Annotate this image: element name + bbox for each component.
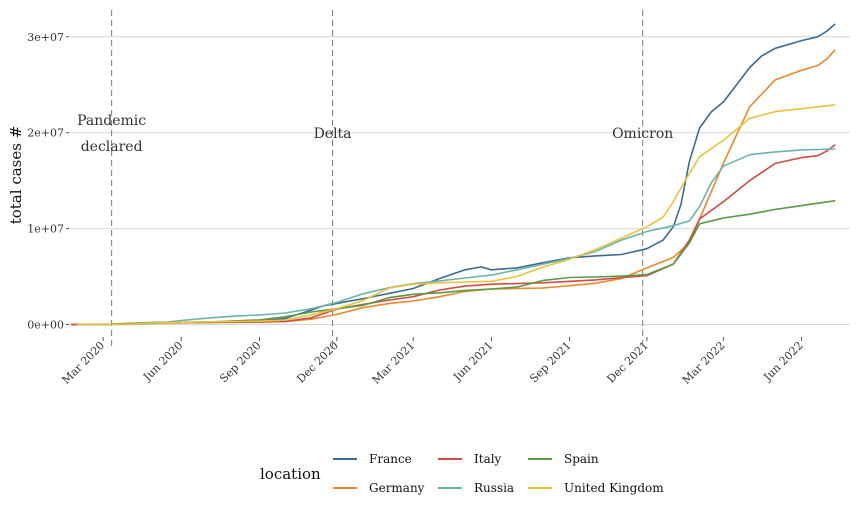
legend-label-spain: Spain — [564, 452, 599, 466]
y-axis-label: total cases # — [7, 126, 25, 225]
y-tick-label-0: 0e+00 — [27, 318, 64, 331]
x-axis-ticks: Mar 2020 Jun 2020 Sep 2020 Dec 2020 Mar 2021… — [59, 337, 806, 387]
event-annotations: Pandemic declared Delta Omicron — [77, 10, 673, 348]
legend-label-italy: Italy — [474, 452, 502, 466]
x-tick-label-3: Dec 2020 — [294, 339, 341, 386]
x-tick-label-1: Jun 2020 — [140, 339, 185, 384]
x-tick-label-2: Sep 2020 — [217, 339, 263, 385]
gridlines — [70, 36, 850, 325]
legend-label-united-kingdom: United Kingdom — [564, 481, 664, 495]
annotation-label-0-0: Pandemic — [77, 113, 146, 129]
legend: location France Germany Italy Russia Spain Un… — [260, 452, 664, 495]
legend-label-russia: Russia — [474, 481, 514, 495]
x-tick-label-9: Jun 2022 — [760, 339, 805, 384]
x-tick-label-4: Mar 2021 — [370, 339, 418, 387]
series-lines — [70, 23, 836, 326]
x-tick-label-0: Mar 2020 — [59, 339, 107, 387]
series-line-united-kingdom — [76, 104, 836, 326]
annotation-label-2-0: Omicron — [612, 126, 673, 142]
series-line-germany — [70, 49, 836, 326]
annotation-label-0-1: declared — [81, 139, 143, 155]
y-tick-label-3: 3e+07 — [27, 31, 64, 44]
series-line-russia — [76, 148, 836, 326]
y-tick-label-1: 1e+07 — [27, 223, 64, 236]
legend-label-germany: Germany — [369, 481, 425, 495]
series-line-france — [70, 23, 836, 326]
y-tick-label-2: 2e+07 — [27, 127, 64, 140]
legend-label-france: France — [369, 452, 412, 466]
annotation-label-1-0: Delta — [314, 126, 352, 142]
y-axis-ticks: 0e+00 1e+07 2e+07 3e+07 — [27, 31, 69, 331]
x-tick-label-5: Jun 2021 — [450, 339, 495, 384]
series-line-spain — [76, 200, 836, 326]
legend-title: location — [260, 465, 321, 483]
x-tick-label-6: Sep 2021 — [527, 339, 573, 385]
x-tick-label-7: Dec 2021 — [604, 339, 651, 386]
x-tick-label-8: Mar 2022 — [680, 339, 728, 387]
